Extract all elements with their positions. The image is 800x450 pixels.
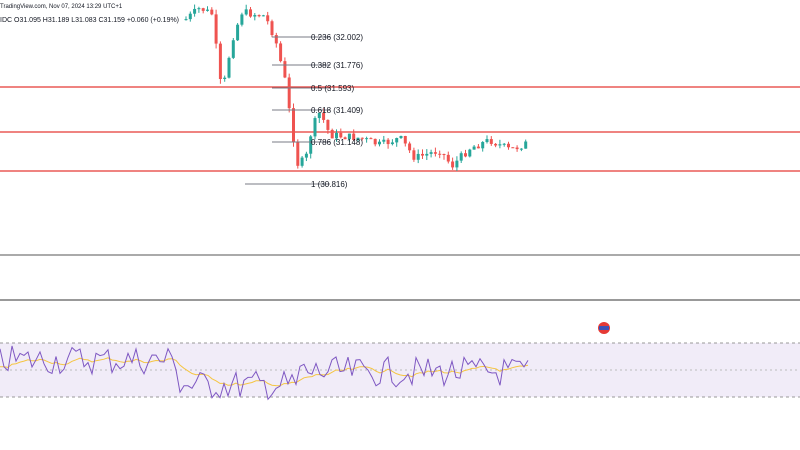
candle-body bbox=[390, 142, 394, 145]
candle-body bbox=[425, 153, 429, 156]
candle-body bbox=[339, 132, 343, 138]
candle-body bbox=[451, 161, 455, 168]
candle-body bbox=[515, 147, 519, 150]
candle-body bbox=[249, 9, 252, 17]
candle-body bbox=[446, 154, 450, 162]
candle-body bbox=[507, 143, 510, 148]
candle-body bbox=[231, 40, 235, 58]
candle-body bbox=[476, 146, 480, 149]
candle-body bbox=[201, 8, 205, 11]
fib-label: 0.382 (31.776) bbox=[311, 61, 363, 70]
candle-body bbox=[455, 160, 459, 168]
rsi-line bbox=[0, 345, 529, 401]
candle-body bbox=[464, 153, 467, 157]
candle-body bbox=[382, 139, 386, 142]
candle-body bbox=[266, 15, 270, 22]
candle-body bbox=[206, 9, 209, 11]
candle-body bbox=[519, 148, 523, 150]
candle-body bbox=[214, 14, 218, 44]
candle-body bbox=[326, 119, 330, 130]
candle-body bbox=[197, 8, 201, 10]
candle-body bbox=[300, 157, 304, 166]
fib-label: 0.618 (31.409) bbox=[311, 106, 363, 115]
candle-body bbox=[438, 153, 442, 155]
candle-body bbox=[472, 146, 476, 150]
candle-body bbox=[227, 57, 231, 78]
candle-body bbox=[416, 153, 420, 160]
candle-body bbox=[369, 138, 373, 140]
candle-body bbox=[279, 43, 283, 62]
candle-body bbox=[485, 139, 489, 143]
candle-body bbox=[468, 149, 472, 157]
candle-body bbox=[296, 142, 300, 166]
fib-label: 0.236 (32.002) bbox=[311, 33, 363, 42]
candle-body bbox=[313, 118, 317, 137]
candle-body bbox=[292, 108, 295, 143]
candle-body bbox=[429, 152, 433, 154]
candle-body bbox=[257, 15, 261, 17]
candle-body bbox=[287, 77, 291, 109]
candle-body bbox=[210, 9, 214, 15]
candle-body bbox=[274, 35, 278, 44]
candle-body bbox=[524, 141, 528, 149]
candle-body bbox=[193, 8, 197, 14]
candle-body bbox=[304, 153, 308, 158]
candle-body bbox=[309, 136, 313, 154]
candle-body bbox=[442, 154, 446, 156]
candle-body bbox=[481, 142, 485, 149]
candle-body bbox=[386, 139, 390, 145]
flag-stripe[interactable] bbox=[599, 326, 609, 330]
candle-body bbox=[240, 14, 244, 25]
candles bbox=[184, 4, 528, 172]
candle-body bbox=[489, 139, 493, 144]
fibonacci: 0.236 (32.002) 0.382 (31.776) 0.5 (31.593)… bbox=[245, 33, 363, 189]
candle-body bbox=[330, 129, 334, 139]
candle-body bbox=[498, 144, 502, 146]
fib-label: 0.5 (31.593) bbox=[311, 84, 354, 93]
ohlc-text: IDC O31.095 H31.189 L31.083 C31.159 +0.0… bbox=[0, 17, 179, 24]
candle-body bbox=[511, 147, 515, 149]
candle-body bbox=[270, 21, 274, 36]
candle-body bbox=[223, 77, 227, 80]
fib-label: 1 (30.816) bbox=[311, 180, 348, 189]
rsi bbox=[0, 345, 529, 401]
candle-body bbox=[412, 150, 416, 160]
candle-body bbox=[335, 132, 338, 139]
candle-body bbox=[347, 133, 351, 140]
fib-label: 0.786 (31.148) bbox=[311, 138, 363, 147]
candle-body bbox=[188, 13, 192, 20]
candle-body bbox=[408, 143, 412, 151]
candle-body bbox=[322, 112, 326, 120]
candle-body bbox=[373, 138, 377, 145]
candle-body bbox=[399, 135, 403, 139]
source-text: TradingView.com, Nov 07, 2024 13:29 UTC+… bbox=[0, 4, 123, 10]
candle-body bbox=[261, 15, 265, 17]
candle-body bbox=[253, 15, 257, 17]
candle-body bbox=[283, 61, 287, 78]
candle-body bbox=[494, 143, 498, 146]
candle-body bbox=[378, 141, 381, 145]
candle-body bbox=[343, 137, 347, 140]
candle-body bbox=[184, 19, 188, 21]
candle-body bbox=[502, 143, 506, 145]
candle-body bbox=[360, 137, 364, 139]
candle-body bbox=[365, 138, 369, 140]
candle-body bbox=[433, 152, 437, 154]
candle-body bbox=[236, 24, 240, 41]
candle-body bbox=[403, 135, 407, 144]
candle-body bbox=[317, 112, 321, 119]
candle-body bbox=[395, 138, 399, 143]
candle-body bbox=[218, 43, 222, 80]
candle-body bbox=[352, 133, 356, 141]
candle-body bbox=[244, 9, 248, 15]
event-flag[interactable] bbox=[598, 322, 610, 334]
candle-body bbox=[459, 153, 463, 161]
candle-body bbox=[356, 137, 360, 141]
candle-body bbox=[421, 153, 424, 156]
